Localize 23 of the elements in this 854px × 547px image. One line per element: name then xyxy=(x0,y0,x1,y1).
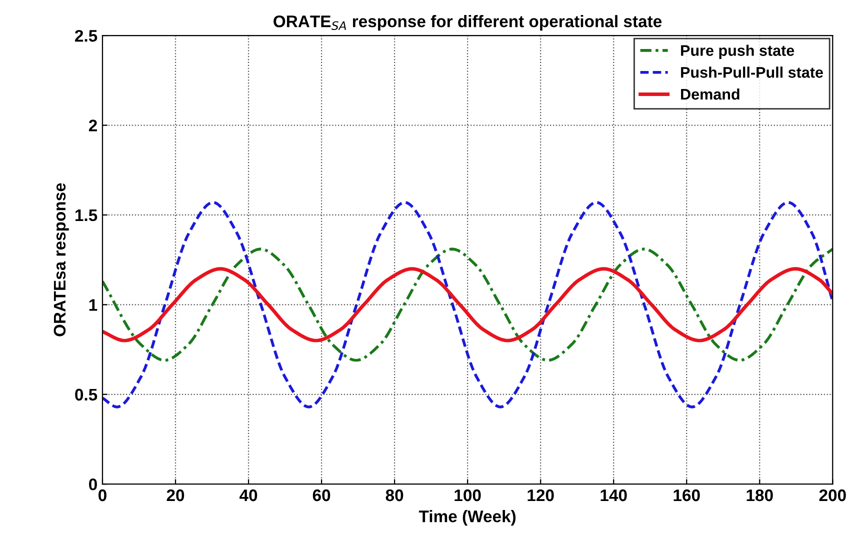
y-axis-title: ORATEsa response xyxy=(54,183,69,336)
x-tick-label: 80 xyxy=(386,489,404,502)
x-tick-label: 180 xyxy=(746,489,773,502)
y-tick-label: 1 xyxy=(89,299,98,311)
x-tick-label: 60 xyxy=(312,489,330,502)
x-tick-label: 120 xyxy=(528,489,554,502)
x-tick-label: 40 xyxy=(240,489,258,502)
x-tick-label: 100 xyxy=(454,489,481,502)
y-tick-label: 0 xyxy=(89,478,97,490)
legend-label: Push-Pull-Pull state xyxy=(681,66,823,78)
y-tick-label: 1.5 xyxy=(76,210,98,222)
y-tick-label: 0.5 xyxy=(75,388,98,401)
legend-label: Demand xyxy=(681,88,740,100)
x-tick-label: 200 xyxy=(819,489,846,502)
x-tick-label: 20 xyxy=(166,489,184,502)
y-tick-label: 2 xyxy=(88,120,97,132)
x-axis-title: Time (Week) xyxy=(418,510,516,526)
x-tick-label: 140 xyxy=(600,489,627,502)
chart-title: ORATE$_{SA}$ response for different operational state xyxy=(274,15,662,31)
y-tick-label: 2.5 xyxy=(75,30,98,42)
x-tick-label: 160 xyxy=(674,489,700,502)
x-tick-label: 0 xyxy=(98,489,106,502)
legend-label: Pure push state xyxy=(681,44,794,59)
